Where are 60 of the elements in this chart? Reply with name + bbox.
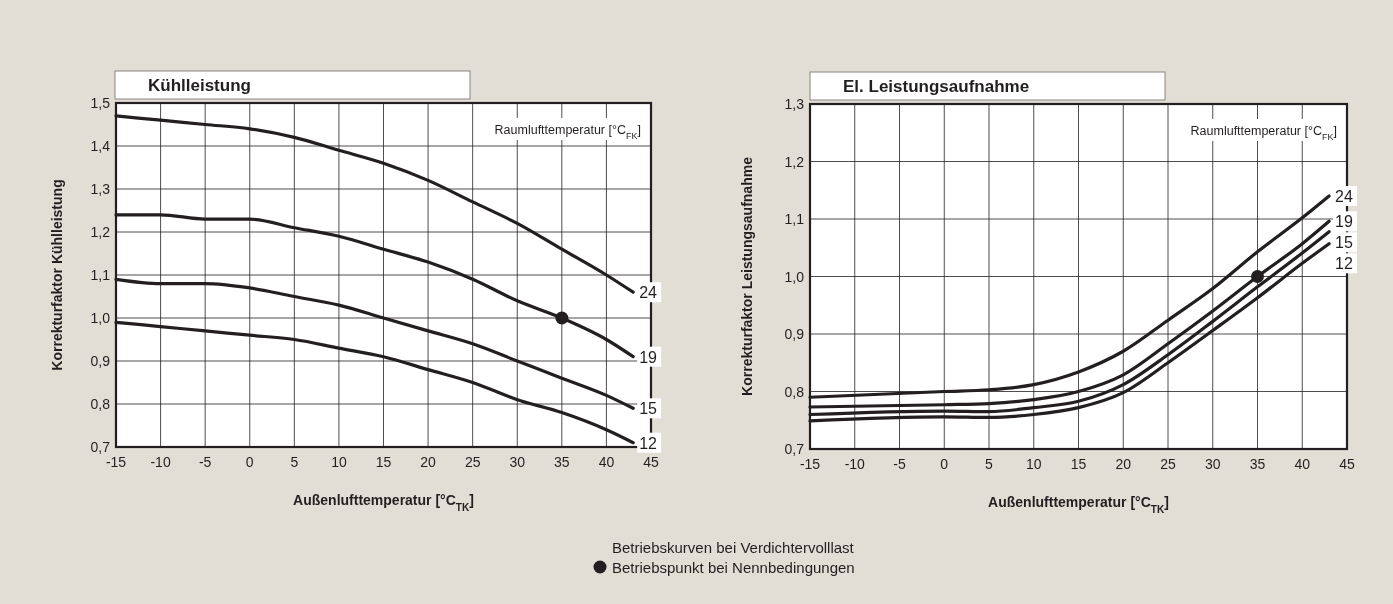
x-tick-label: 30 bbox=[509, 454, 526, 470]
y-tick-label: 0,7 bbox=[90, 439, 111, 455]
series-label: 24 bbox=[639, 284, 658, 302]
x-tick-label: 35 bbox=[554, 454, 570, 470]
y-tick-label: 0,9 bbox=[784, 326, 805, 342]
chart-title: El. Leistungsaufnahme bbox=[843, 77, 1030, 96]
y-tick-label: 1,0 bbox=[90, 310, 111, 326]
x-tick-label: 45 bbox=[1339, 456, 1355, 472]
text: Betriebskurven bei Verdichtervolllast bbox=[612, 539, 855, 556]
y-tick-label: 1,2 bbox=[784, 153, 805, 170]
y-tick-label: 0,8 bbox=[90, 396, 111, 412]
chart-title: Kühlleistung bbox=[148, 76, 251, 95]
y-tick-label: 1,1 bbox=[90, 267, 111, 283]
x-tick-label: 10 bbox=[331, 454, 347, 470]
annotation: Raumlufttemperatur [°C$_{FK}$] bbox=[494, 123, 641, 141]
x-tick-label: 5 bbox=[290, 454, 299, 470]
x-tick-label: 35 bbox=[1249, 456, 1266, 472]
x-tick-label: 0 bbox=[940, 456, 949, 472]
x-tick-label: 25 bbox=[464, 454, 481, 470]
series-label: 15 bbox=[1335, 234, 1353, 252]
x-tick-label: 20 bbox=[420, 454, 437, 470]
y-tick-label: 0,8 bbox=[784, 383, 805, 400]
x-tick-label: -15 bbox=[799, 456, 821, 472]
series-label: 12 bbox=[1335, 255, 1353, 273]
y-tick-label: 1,3 bbox=[784, 96, 805, 112]
y-tick-label: 1,1 bbox=[784, 211, 805, 227]
y-axis-title: Korrekturfaktor Kühlleistung bbox=[49, 179, 65, 371]
x-tick-label: -15 bbox=[105, 454, 127, 470]
y-tick-label: 1,4 bbox=[90, 138, 111, 154]
x-tick-label: 5 bbox=[985, 456, 994, 472]
x-tick-label: 0 bbox=[245, 454, 254, 470]
x-tick-label: -5 bbox=[198, 454, 212, 470]
x-tick-label: 40 bbox=[598, 454, 615, 470]
x-axis-title: Außenlufttemperatur [°C$_{TK}$] bbox=[988, 494, 1169, 515]
x-axis-title: Außenlufttemperatur [°C$_{TK}$] bbox=[293, 492, 474, 513]
x-tick-label: 10 bbox=[1025, 456, 1042, 472]
series-label: 19 bbox=[1335, 213, 1353, 231]
annotation: Raumlufttemperatur [°C$_{FK}$] bbox=[1190, 124, 1337, 142]
y-tick-label: 1,3 bbox=[90, 181, 111, 197]
legend-label: Betriebspunkt bei Nennbedingungen bbox=[612, 559, 855, 576]
y-tick-label: 1,2 bbox=[90, 224, 111, 240]
x-tick-label: -10 bbox=[150, 454, 171, 470]
series-label: 19 bbox=[639, 348, 658, 366]
x-tick-label: 20 bbox=[1115, 456, 1132, 472]
series-label: 24 bbox=[1335, 188, 1353, 205]
x-tick-label: 25 bbox=[1160, 456, 1176, 472]
x-tick-label: 40 bbox=[1294, 456, 1311, 472]
series-label: 15 bbox=[639, 400, 658, 418]
x-tick-label: 45 bbox=[643, 454, 659, 470]
x-tick-label: -5 bbox=[893, 456, 906, 472]
y-tick-label: 0,7 bbox=[784, 441, 805, 457]
series-label: 12 bbox=[639, 434, 658, 452]
y-axis-title: Korrekturfaktor Leistungsaufnahme bbox=[739, 156, 755, 396]
y-tick-label: 1,5 bbox=[90, 95, 111, 111]
y-tick-label: 0,9 bbox=[90, 353, 111, 369]
x-tick-label: 30 bbox=[1204, 456, 1221, 472]
x-tick-label: 15 bbox=[375, 454, 392, 470]
y-tick-label: 1,0 bbox=[784, 268, 805, 285]
x-tick-label: 15 bbox=[1070, 456, 1087, 472]
x-tick-label: -10 bbox=[844, 456, 866, 472]
